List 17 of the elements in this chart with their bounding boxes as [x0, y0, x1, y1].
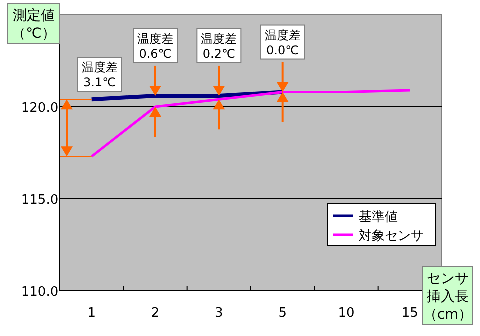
x-tick-label: 2 — [151, 306, 160, 321]
annotation: 温度差 0.0℃ — [264, 28, 301, 58]
x-axis-title: センサ挿入長（cm） — [423, 271, 473, 323]
x-tick-label: 5 — [278, 306, 287, 321]
x-tick-label: 15 — [402, 306, 418, 321]
annotation: 温度差 3.1℃ — [82, 60, 118, 90]
x-tick-label: 3 — [215, 306, 224, 321]
legend-label: 基準値 — [359, 210, 398, 225]
annotation: 温度差 0.6℃ — [138, 32, 174, 61]
x-tick-label: 10 — [338, 306, 355, 321]
annotation: 温度差 0.2℃ — [201, 32, 238, 61]
legend-label: 対象センサ — [359, 228, 424, 244]
x-tick-label: 1 — [88, 306, 96, 321]
y-axis-title: 測定値（℃） — [12, 8, 56, 42]
y-tick-label: 115.0 — [21, 193, 59, 208]
y-tick-label: 120.0 — [21, 101, 59, 116]
y-tick-label: 110.0 — [21, 285, 59, 300]
